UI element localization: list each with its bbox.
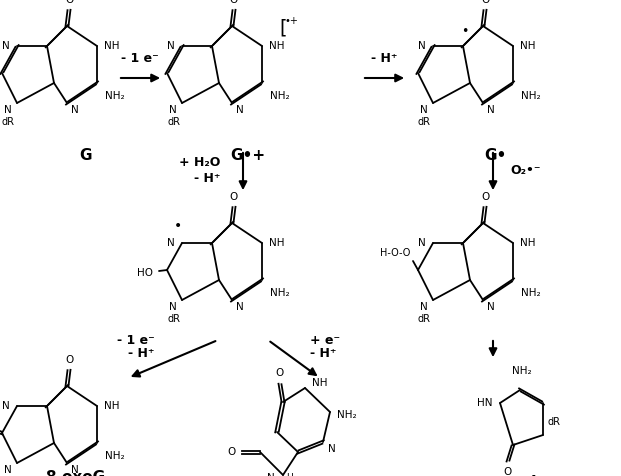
- Text: N: N: [2, 41, 10, 51]
- Text: N: N: [267, 473, 275, 476]
- Text: Iz: Iz: [531, 475, 545, 476]
- Text: N: N: [419, 238, 426, 248]
- Text: O: O: [275, 368, 283, 378]
- Text: N: N: [2, 401, 10, 411]
- Text: dR: dR: [418, 314, 431, 324]
- Text: NH: NH: [104, 401, 119, 411]
- Text: NH₂: NH₂: [105, 91, 125, 101]
- Text: 8-oxoG: 8-oxoG: [45, 470, 105, 476]
- Text: O: O: [504, 467, 512, 476]
- Text: O: O: [481, 0, 489, 5]
- Text: N: N: [236, 302, 244, 312]
- Text: dR: dR: [418, 117, 431, 127]
- Text: N: N: [167, 41, 175, 51]
- Text: - H⁺: - H⁺: [371, 52, 397, 65]
- Text: N: N: [420, 105, 428, 115]
- Text: N: N: [71, 105, 79, 115]
- Text: N: N: [419, 41, 426, 51]
- Text: N: N: [170, 302, 177, 312]
- Text: NH₂: NH₂: [521, 288, 541, 298]
- Text: - H⁺: - H⁺: [129, 347, 155, 360]
- Text: O: O: [65, 0, 73, 5]
- Text: dR: dR: [167, 314, 180, 324]
- Text: NH: NH: [312, 378, 327, 388]
- Text: O: O: [230, 0, 238, 5]
- Text: O: O: [481, 192, 489, 202]
- Text: N: N: [71, 465, 79, 475]
- Text: + H₂O: + H₂O: [179, 157, 220, 169]
- Text: N: N: [167, 238, 175, 248]
- Text: HO: HO: [137, 268, 153, 278]
- Text: G: G: [79, 148, 91, 163]
- Text: •: •: [174, 219, 182, 233]
- Text: N: N: [236, 105, 244, 115]
- Text: NH: NH: [104, 41, 119, 51]
- Text: HN: HN: [476, 398, 492, 408]
- Text: [: [: [280, 19, 303, 38]
- Text: dR: dR: [2, 117, 15, 127]
- Text: N: N: [4, 465, 12, 475]
- Text: N: N: [4, 105, 12, 115]
- Text: - H⁺: - H⁺: [194, 171, 220, 185]
- Text: N: N: [487, 302, 495, 312]
- Text: NH₂: NH₂: [512, 366, 532, 376]
- Text: G•: G•: [484, 148, 506, 163]
- Text: H: H: [286, 474, 292, 476]
- Text: - 1 e⁻: - 1 e⁻: [121, 52, 159, 65]
- Text: + e⁻: + e⁻: [310, 334, 340, 347]
- Text: dR: dR: [548, 417, 561, 427]
- Text: N: N: [170, 105, 177, 115]
- Text: N: N: [420, 302, 428, 312]
- Text: N: N: [328, 444, 336, 454]
- Text: NH₂: NH₂: [270, 288, 289, 298]
- Text: O: O: [228, 447, 236, 457]
- Text: - H⁺: - H⁺: [310, 347, 337, 360]
- Text: •+: •+: [284, 16, 298, 26]
- Text: NH₂: NH₂: [105, 451, 125, 461]
- Text: NH₂: NH₂: [337, 410, 356, 420]
- Text: NH: NH: [269, 238, 284, 248]
- Text: G•+: G•+: [230, 148, 266, 163]
- Text: NH: NH: [520, 238, 535, 248]
- Text: - 1 e⁻: - 1 e⁻: [117, 334, 155, 347]
- Text: O: O: [65, 355, 73, 365]
- Text: dR: dR: [167, 117, 180, 127]
- Text: O: O: [230, 192, 238, 202]
- Text: N: N: [487, 105, 495, 115]
- Text: O₂•⁻: O₂•⁻: [510, 163, 540, 177]
- Text: NH: NH: [520, 41, 535, 51]
- Text: NH₂: NH₂: [521, 91, 541, 101]
- Text: NH₂: NH₂: [270, 91, 289, 101]
- Text: H-O-O: H-O-O: [379, 248, 410, 258]
- Text: •: •: [461, 25, 469, 38]
- Text: NH: NH: [269, 41, 284, 51]
